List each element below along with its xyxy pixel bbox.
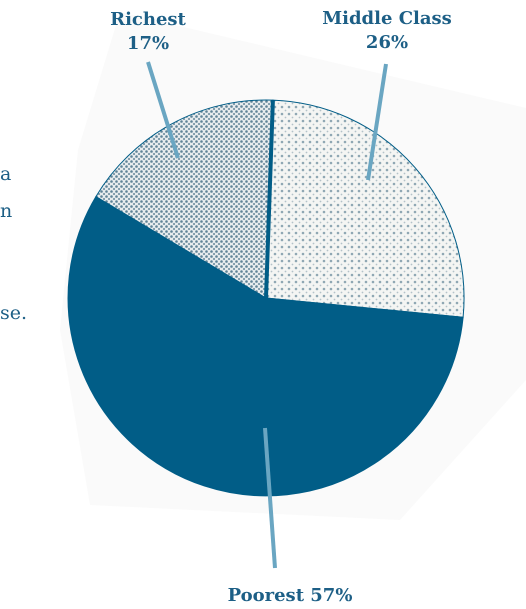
label-richest-value: 17% xyxy=(127,33,169,54)
label-poorest: Poorest 57% xyxy=(228,585,353,605)
cropped-text-fragment: a xyxy=(0,163,11,185)
label-middle-class-value: 26% xyxy=(366,32,408,53)
label-middle-class-name: Middle Class xyxy=(322,8,452,29)
cropped-text-fragment: n xyxy=(0,200,12,222)
label-richest-name: Richest xyxy=(110,9,186,30)
cropped-text-fragment: se. xyxy=(0,302,27,324)
